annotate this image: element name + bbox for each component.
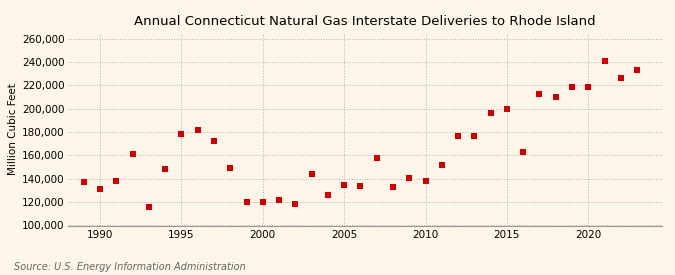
- Point: [160, 167, 171, 172]
- Point: [599, 59, 610, 63]
- Point: [209, 139, 219, 144]
- Point: [420, 179, 431, 183]
- Point: [306, 172, 317, 176]
- Point: [616, 76, 626, 81]
- Point: [550, 95, 561, 99]
- Point: [355, 184, 366, 188]
- Point: [241, 200, 252, 204]
- Point: [127, 152, 138, 156]
- Text: Source: U.S. Energy Information Administration: Source: U.S. Energy Information Administ…: [14, 262, 245, 272]
- Point: [273, 198, 284, 202]
- Point: [583, 84, 594, 89]
- Point: [437, 163, 448, 167]
- Point: [225, 166, 236, 170]
- Point: [371, 156, 382, 160]
- Point: [453, 133, 464, 138]
- Point: [111, 179, 122, 183]
- Point: [95, 187, 105, 191]
- Point: [534, 92, 545, 96]
- Point: [323, 193, 333, 197]
- Point: [632, 68, 643, 73]
- Point: [290, 202, 301, 207]
- Point: [257, 200, 268, 204]
- Point: [78, 180, 89, 185]
- Point: [485, 111, 496, 116]
- Point: [518, 150, 529, 154]
- Point: [404, 175, 414, 180]
- Point: [469, 133, 480, 138]
- Point: [566, 84, 577, 89]
- Point: [502, 107, 512, 111]
- Point: [144, 205, 155, 209]
- Title: Annual Connecticut Natural Gas Interstate Deliveries to Rhode Island: Annual Connecticut Natural Gas Interstat…: [134, 15, 595, 28]
- Y-axis label: Million Cubic Feet: Million Cubic Feet: [8, 83, 18, 175]
- Point: [192, 128, 203, 132]
- Point: [387, 185, 398, 189]
- Point: [176, 132, 187, 137]
- Point: [339, 183, 350, 187]
